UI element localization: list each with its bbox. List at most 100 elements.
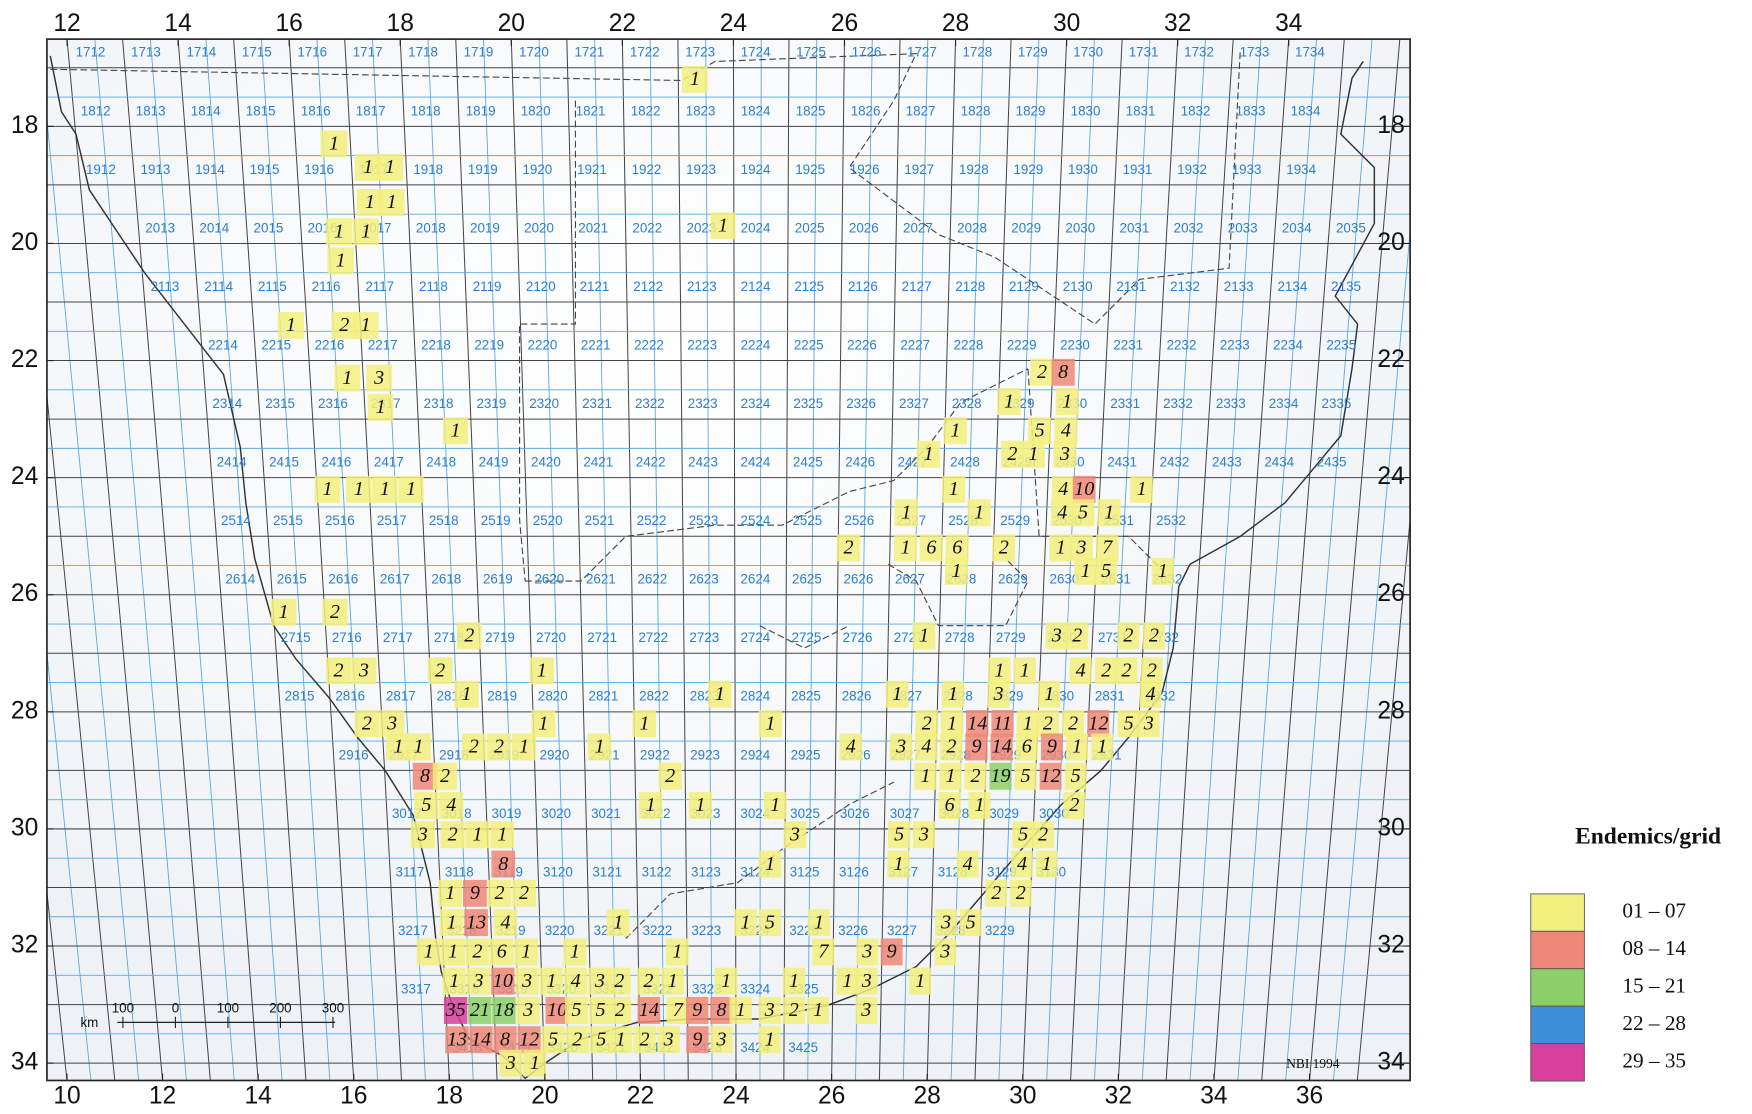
grid-code: 2416 [321, 455, 351, 470]
grid-code: 2119 [473, 279, 502, 294]
count-label: 2 [1072, 624, 1082, 646]
count-label: 1 [721, 970, 731, 992]
count-label: 9 [692, 999, 702, 1021]
grid-code: 2615 [277, 572, 307, 587]
bottom-tick-label: 26 [818, 1083, 845, 1110]
count-label: 5 [421, 794, 431, 816]
grid-code: 1834 [1291, 103, 1321, 118]
grid-code: 2623 [689, 572, 719, 587]
count-label: 3 [1075, 537, 1086, 559]
count-label: 6 [1022, 736, 1032, 758]
count-label: 2 [789, 999, 799, 1021]
right-tick-label: 30 [1377, 814, 1404, 841]
grid-code: 1934 [1286, 162, 1316, 177]
grid-code: 2520 [533, 513, 563, 528]
count-label: 3 [1059, 443, 1070, 465]
count-label: 2 [1068, 712, 1078, 734]
count-label: 1 [424, 941, 434, 963]
count-label: 12 [1088, 712, 1108, 734]
count-label: 1 [915, 970, 925, 992]
bottom-tick-label: 32 [1105, 1083, 1132, 1110]
grid-code: 1826 [851, 103, 881, 118]
grid-code: 1718 [408, 45, 438, 60]
count-label: 1 [919, 624, 929, 646]
count-label: 1 [594, 736, 604, 758]
count-label: 3 [505, 1052, 516, 1074]
count-label: 1 [393, 736, 403, 758]
grid-code: 1831 [1126, 103, 1156, 118]
count-label: 13 [466, 911, 486, 933]
grid-code: 2432 [1160, 455, 1190, 470]
top-tick-label: 30 [1053, 10, 1080, 37]
count-label: 1 [1062, 390, 1072, 412]
grid-code: 2132 [1170, 279, 1200, 294]
count-label: 1 [336, 250, 346, 272]
grid-code: 2418 [426, 455, 456, 470]
grid-code: 3025 [790, 806, 820, 821]
grid-code: 1715 [242, 45, 272, 60]
count-label: 1 [690, 68, 700, 90]
grid-code: 2525 [792, 513, 822, 528]
grid-code: 2215 [261, 337, 291, 352]
count-label: 1 [920, 765, 930, 787]
grid-code: 2117 [365, 279, 394, 294]
grid-code: 2120 [526, 279, 556, 294]
grid-code: 2925 [791, 747, 821, 762]
right-tick-label: 18 [1377, 112, 1404, 139]
grid-code: 1727 [907, 45, 937, 60]
grid-code: 1829 [1016, 103, 1046, 118]
scale-label: 100 [217, 1001, 239, 1016]
count-label: 7 [818, 941, 829, 963]
count-label: 3 [940, 911, 951, 933]
grid-code: 2316 [318, 396, 348, 411]
grid-code: 1918 [413, 162, 443, 177]
grid-code: 2627 [895, 572, 925, 587]
grid-code: 2819 [487, 689, 517, 704]
count-label: 3 [417, 824, 428, 846]
grid-code: 1813 [136, 103, 166, 118]
grid-code: 2728 [945, 630, 975, 645]
grid-code: 2335 [1322, 396, 1352, 411]
count-label: 6 [926, 537, 936, 559]
count-label: 2 [844, 537, 854, 559]
count-label: 1 [546, 970, 556, 992]
count-label: 1 [447, 911, 457, 933]
count-label: 1 [1137, 478, 1147, 500]
count-label: 2 [615, 999, 625, 1021]
bottom-tick-label: 30 [1009, 1083, 1036, 1110]
count-label: 10 [493, 970, 513, 992]
legend-swatch [1531, 969, 1585, 1006]
count-label: 2 [1101, 660, 1111, 682]
count-label: 1 [695, 794, 705, 816]
count-label: 4 [963, 853, 973, 875]
count-label: 1 [715, 683, 725, 705]
grid-code: 2820 [538, 689, 568, 704]
grid-code: 2015 [254, 220, 284, 235]
legend-label: 01 – 07 [1622, 899, 1686, 923]
count-label: 1 [361, 314, 371, 336]
count-label: 2 [448, 824, 458, 846]
count-label: 19 [990, 765, 1010, 787]
count-label: 2 [519, 882, 529, 904]
count-label: 5 [1101, 560, 1111, 582]
map: 1712171317141715171617171718171917201721… [0, 0, 1752, 1114]
grid-code: 3021 [591, 806, 621, 821]
grid-code: 2013 [145, 220, 175, 235]
grid-code: 2116 [312, 279, 341, 294]
right-tick-label: 24 [1377, 463, 1404, 490]
grid-code: 2519 [481, 513, 511, 528]
grid-code: 2526 [844, 513, 874, 528]
count-label: 2 [1037, 361, 1047, 383]
count-label: 1 [361, 220, 371, 242]
count-label: 1 [329, 133, 339, 155]
grid-code: 2129 [1009, 279, 1039, 294]
count-label: 9 [1047, 736, 1057, 758]
grid-code: 2724 [740, 630, 770, 645]
count-label: 1 [1097, 736, 1107, 758]
grid-code: 2824 [740, 689, 770, 704]
grid-code: 1714 [186, 45, 216, 60]
grid-code: 2025 [795, 220, 825, 235]
count-label: 1 [789, 970, 799, 992]
legend-label: 29 – 35 [1622, 1048, 1686, 1072]
grid-code: 2123 [687, 279, 717, 294]
